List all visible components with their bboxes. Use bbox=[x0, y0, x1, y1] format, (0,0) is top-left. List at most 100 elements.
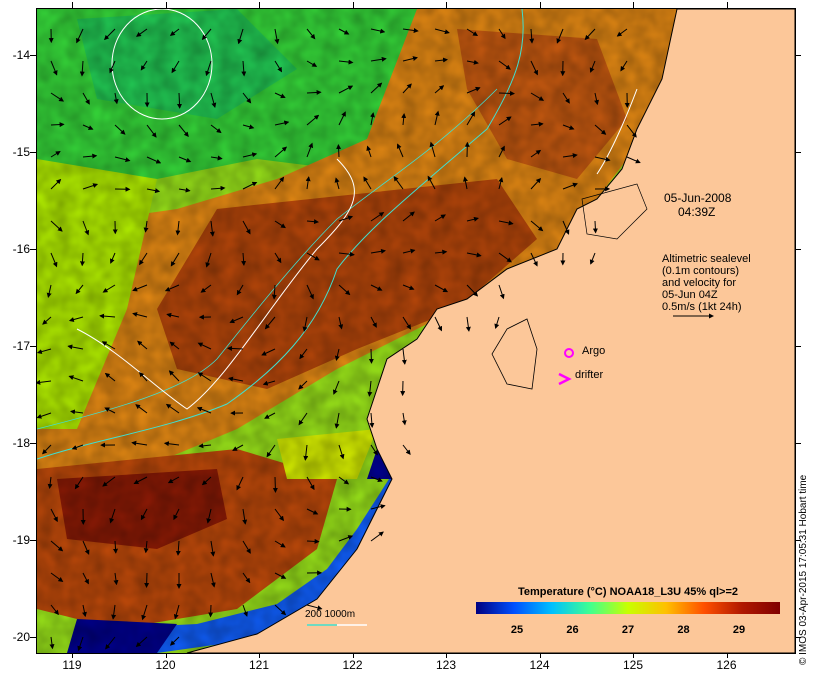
velocity-arrow bbox=[103, 28, 116, 41]
depth-legend-label: 200 1000m bbox=[305, 609, 356, 620]
velocity-arrow bbox=[198, 443, 212, 449]
velocity-arrow bbox=[298, 380, 308, 390]
velocity-arrow bbox=[146, 124, 157, 138]
velocity-arrow bbox=[113, 540, 119, 554]
velocity-arrow bbox=[82, 540, 90, 555]
longitude-tick-mark bbox=[539, 653, 541, 658]
longitude-tick-mark bbox=[633, 2, 634, 8]
velocity-arrow bbox=[135, 636, 148, 648]
latitude-tick-label: -17 bbox=[12, 339, 30, 353]
velocity-arrow bbox=[434, 57, 448, 63]
velocity-arrow bbox=[114, 124, 126, 135]
latitude-tick-label: -14 bbox=[12, 48, 30, 62]
latitude-tick-mark bbox=[795, 346, 801, 347]
velocity-arrow bbox=[82, 183, 99, 190]
argo-label: Argo bbox=[582, 345, 606, 357]
longitude-tick-mark bbox=[72, 653, 73, 658]
altimetry-legend: Altimetric sealevel (0.1m contours) and … bbox=[662, 253, 751, 313]
velocity-arrow bbox=[47, 476, 53, 489]
velocity-arrow bbox=[498, 252, 512, 263]
time-label: 04:39Z bbox=[678, 205, 716, 219]
sealevel-contour-eddy bbox=[111, 9, 213, 120]
velocity-arrow bbox=[498, 284, 505, 300]
velocity-arrow bbox=[338, 215, 354, 222]
velocity-arrow bbox=[242, 152, 258, 158]
island-cluster bbox=[581, 183, 648, 240]
velocity-arrow bbox=[274, 146, 288, 158]
velocity-arrow bbox=[168, 370, 180, 382]
velocity-arrow bbox=[37, 412, 52, 419]
latitude-tick-mark bbox=[30, 346, 36, 347]
velocity-arrow bbox=[99, 313, 116, 319]
velocity-arrow bbox=[46, 284, 52, 298]
velocity-arrow bbox=[363, 176, 372, 190]
velocity-arrow bbox=[102, 284, 116, 293]
velocity-arrow bbox=[530, 149, 542, 158]
velocity-arrow bbox=[338, 85, 354, 94]
velocity-arrow bbox=[620, 60, 628, 72]
velocity-arrow bbox=[196, 406, 212, 414]
latitude-tick-mark bbox=[795, 55, 801, 56]
latitude-tick-label: -19 bbox=[12, 533, 30, 547]
velocity-arrow bbox=[429, 141, 436, 158]
velocity-arrow bbox=[626, 156, 641, 164]
velocity-arrow bbox=[332, 380, 340, 395]
colorbar-title: Temperature (°C) NOAA18_L3U 45% ql>=2 bbox=[518, 586, 738, 598]
velocity-arrow bbox=[50, 122, 65, 128]
velocity-arrow bbox=[370, 28, 386, 34]
velocity-arrow bbox=[306, 114, 320, 126]
velocity-arrow bbox=[74, 476, 84, 490]
velocity-arrow bbox=[556, 28, 564, 44]
velocity-arrow bbox=[466, 28, 479, 37]
velocity-arrow bbox=[178, 124, 189, 137]
land-mass bbox=[186, 9, 795, 653]
velocity-arrow bbox=[104, 407, 116, 414]
velocity-arrow bbox=[626, 124, 637, 138]
velocity-arrow bbox=[370, 531, 384, 542]
altimetry-line-2: (0.1m contours) bbox=[662, 265, 740, 277]
velocity-arrow bbox=[274, 508, 284, 522]
velocity-arrow bbox=[306, 252, 320, 261]
velocity-arrow bbox=[336, 144, 342, 158]
velocity-arrow bbox=[434, 316, 443, 332]
velocity-arrow bbox=[370, 248, 386, 254]
latitude-tick-mark bbox=[30, 637, 36, 638]
velocity-arrow bbox=[369, 412, 375, 428]
velocity-arrow bbox=[370, 284, 383, 291]
velocity-arrow bbox=[227, 345, 244, 351]
velocity-arrow bbox=[338, 59, 354, 65]
velocity-arrow bbox=[529, 28, 535, 44]
velocity-arrow bbox=[201, 28, 212, 41]
velocity-arrow bbox=[228, 376, 244, 382]
velocity-arrow bbox=[210, 155, 223, 161]
velocity-arrow bbox=[562, 92, 570, 104]
velocity-arrow bbox=[264, 412, 276, 419]
velocity-arrow bbox=[114, 156, 131, 163]
velocity-arrow bbox=[338, 444, 345, 460]
contour-200m-inner bbox=[37, 88, 498, 430]
latitude-tick-mark bbox=[30, 540, 36, 541]
velocity-arrow bbox=[71, 444, 84, 450]
velocity-arrow bbox=[370, 444, 378, 456]
velocity-arrow bbox=[498, 116, 512, 126]
argo-marker bbox=[564, 348, 574, 358]
velocity-arrow bbox=[306, 89, 322, 95]
velocity-arrow bbox=[338, 284, 351, 296]
velocity-arrow bbox=[274, 120, 290, 126]
date-label: 05-Jun-2008 bbox=[664, 191, 732, 205]
velocity-arrow bbox=[530, 177, 542, 190]
velocity-arrow bbox=[82, 92, 90, 105]
velocity-arrow bbox=[210, 185, 226, 191]
longitude-tick-mark bbox=[259, 2, 260, 8]
velocity-arrow bbox=[498, 177, 504, 190]
velocity-arrow bbox=[50, 150, 61, 158]
latitude-tick-label: -20 bbox=[12, 630, 30, 644]
velocity-arrow bbox=[169, 28, 180, 37]
velocity-arrow bbox=[102, 476, 116, 487]
velocity-arrow bbox=[306, 508, 319, 515]
latitude-tick-label: -18 bbox=[12, 436, 30, 450]
longitude-tick-label: 123 bbox=[435, 658, 457, 672]
velocity-arrow bbox=[589, 60, 596, 73]
velocity-arrow bbox=[237, 28, 244, 45]
velocity-arrow bbox=[236, 476, 244, 491]
